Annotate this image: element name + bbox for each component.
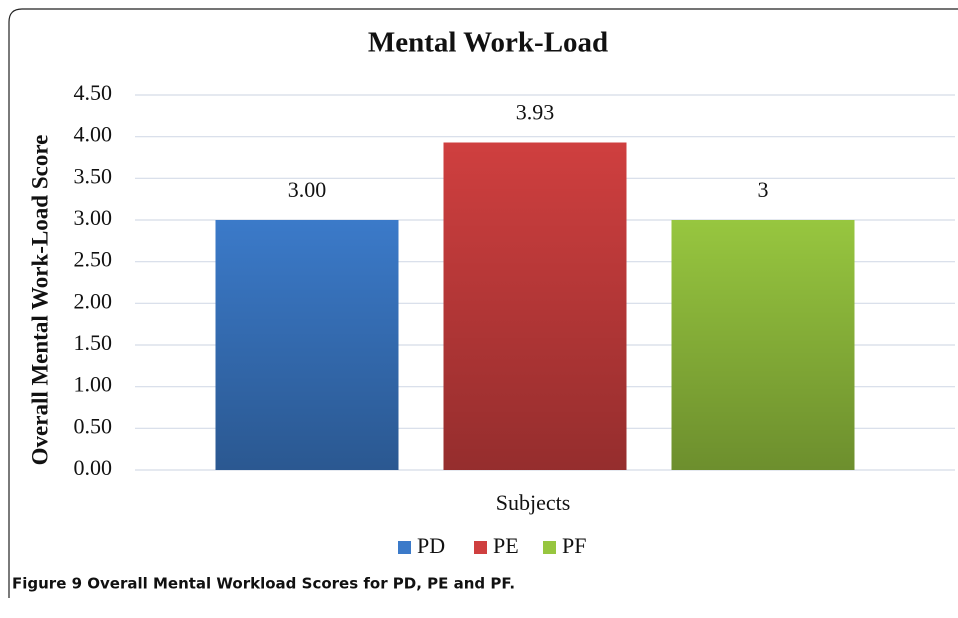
y-tick-label: 2.50 (74, 247, 113, 272)
bar (443, 142, 627, 470)
legend-label: PD (417, 533, 445, 558)
y-tick-label: 4.50 (74, 80, 113, 105)
bar (215, 220, 399, 470)
data-label: 3 (758, 177, 769, 202)
y-axis-label: Overall Mental Work-Load Score (27, 135, 52, 466)
legend-swatch (543, 541, 556, 554)
chart-title: Mental Work-Load (368, 27, 608, 59)
x-tick-label: Subjects (496, 490, 571, 515)
y-tick-label: 3.00 (74, 205, 113, 230)
data-label: 3.93 (516, 100, 555, 125)
y-tick-label: 3.50 (74, 163, 113, 188)
legend-label: PE (493, 533, 519, 558)
caption: Figure 9 Overall Mental Workload Scores … (12, 575, 515, 593)
legend-swatch (474, 541, 487, 554)
y-tick-label: 0.00 (74, 455, 113, 480)
data-label: 3.00 (288, 177, 327, 202)
y-tick-label: 1.50 (74, 330, 113, 355)
legend-label: PF (562, 533, 586, 558)
y-tick-label: 0.50 (74, 413, 113, 438)
y-tick-label: 4.00 (74, 122, 113, 147)
y-tick-label: 1.00 (74, 372, 113, 397)
frame (8, 8, 958, 598)
bar (671, 220, 855, 470)
legend-swatch (398, 541, 411, 554)
y-tick-label: 2.00 (74, 288, 113, 313)
